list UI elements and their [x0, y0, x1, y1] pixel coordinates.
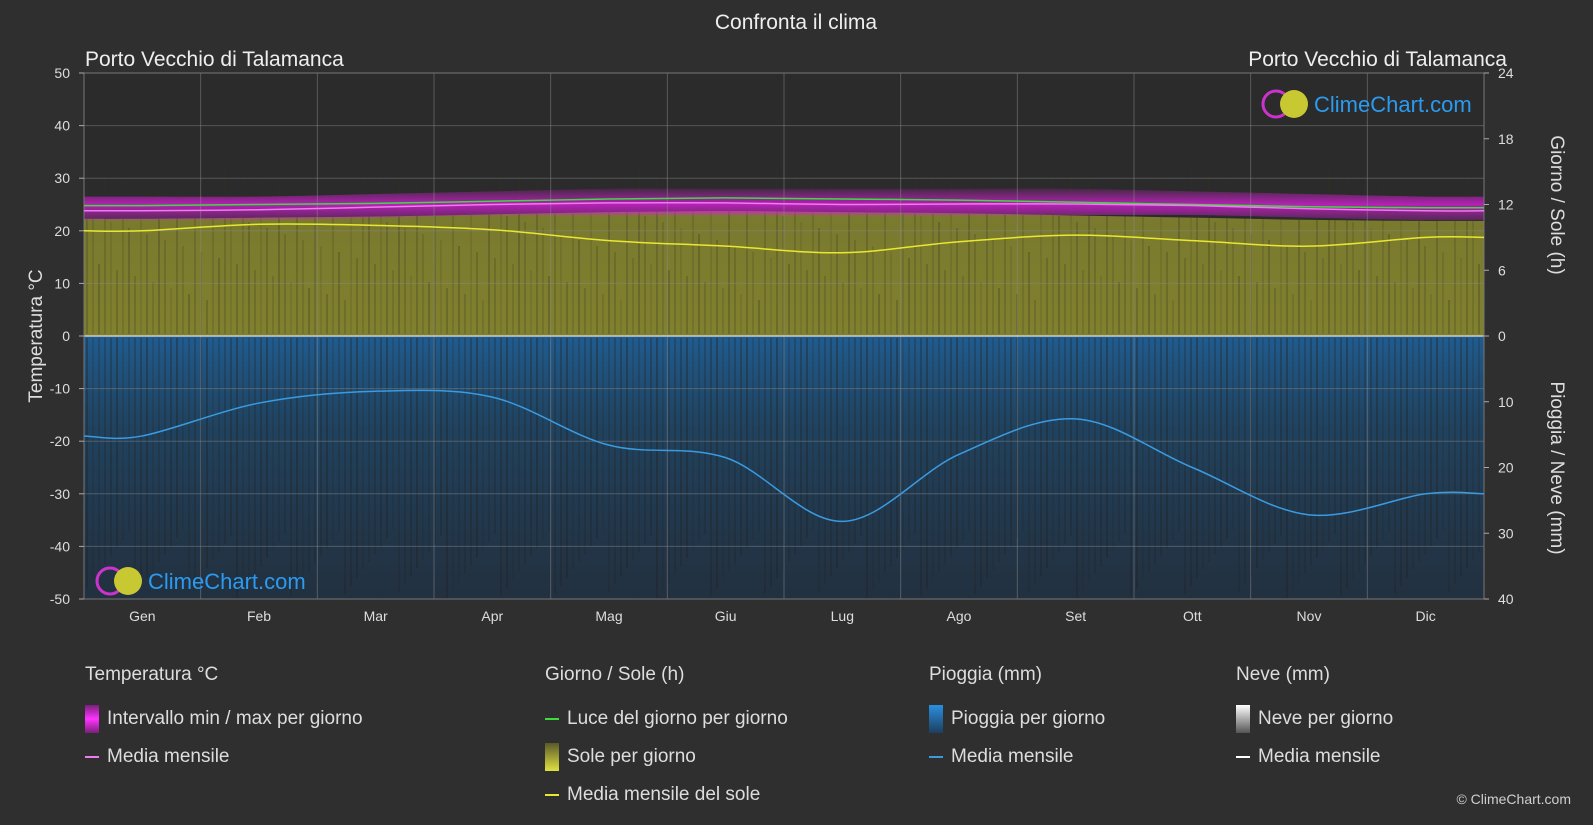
watermark-text: ClimeChart.com — [148, 569, 306, 594]
y-tick-label-left: -10 — [50, 381, 70, 397]
watermark-text: ClimeChart.com — [1314, 92, 1472, 117]
sun-mean-swatch — [545, 794, 559, 796]
legend-sun: Giorno / Sole (h) Luce del giorno per gi… — [545, 664, 788, 814]
x-tick-label-month: Ago — [947, 608, 972, 624]
plot-area: 50 40 30 20 10 0 -10 -20 -30 -40 -50 24 18 12 6 0 10 20 30… — [50, 65, 1514, 624]
watermark-top: ClimeChart.com — [1261, 89, 1472, 119]
rain-mean-line — [83, 389, 1485, 523]
x-tick-label-month: Dic — [1416, 608, 1436, 624]
chart-title: Confronta il clima — [715, 11, 878, 34]
sun-mean-line — [83, 223, 1485, 254]
legend-label: Media mensile — [1258, 746, 1381, 767]
right-axis-label-top: Giorno / Sole (h) — [1546, 135, 1567, 274]
y-tick-label-left: 0 — [62, 328, 70, 344]
y-tick-label-left: -50 — [50, 591, 70, 607]
left-axis-label: Temperatura °C — [26, 269, 47, 402]
location-right: Porto Vecchio di Talamanca — [1248, 48, 1507, 71]
legend-heading: Giorno / Sole (h) — [545, 664, 685, 685]
y-tick-label-left: -40 — [50, 538, 70, 554]
legend-label: Neve per giorno — [1258, 708, 1394, 729]
y-tick-label-left: 10 — [54, 275, 70, 291]
legend-temperature: Temperatura °C Intervallo min / max per … — [85, 664, 363, 776]
x-tick-label-month: Giu — [715, 608, 737, 624]
sun-swatch — [545, 743, 559, 771]
copyright: © ClimeChart.com — [1456, 791, 1571, 807]
y-tick-label-right-hours: 12 — [1498, 197, 1514, 213]
legend-item: Media mensile — [929, 738, 1105, 776]
climate-chart: Confronta il clima Porto Vecchio di Tala… — [26, 11, 1567, 624]
legend-label: Sole per giorno — [567, 746, 696, 767]
temp-range-swatch — [85, 705, 99, 733]
x-tick-label-month: Lug — [831, 608, 854, 624]
y-tick-label-right-hours: 0 — [1498, 328, 1506, 344]
snow-swatch — [1236, 705, 1250, 733]
legend-item: Intervallo min / max per giorno — [85, 700, 363, 738]
right-axis-label-bottom: Pioggia / Neve (mm) — [1546, 381, 1567, 554]
legend-heading: Pioggia (mm) — [929, 664, 1042, 685]
watermark-bottom: ClimeChart.com — [95, 566, 306, 596]
y-tick-label-right-mm: 30 — [1498, 525, 1514, 541]
legend-rain: Pioggia (mm) Pioggia per giorno Media me… — [929, 664, 1105, 776]
x-tick-label-month: Apr — [481, 608, 503, 624]
y-tick-label-left: 50 — [54, 65, 70, 81]
y-tick-label-left: -20 — [50, 433, 70, 449]
x-tick-label-month: Ott — [1183, 608, 1202, 624]
x-tick-label-month: Set — [1065, 608, 1086, 624]
legend-label: Media mensile — [107, 746, 230, 767]
legend-label: Pioggia per giorno — [951, 708, 1106, 729]
rain-swatch — [929, 705, 943, 733]
y-tick-label-right-hours: 24 — [1498, 65, 1514, 81]
legend-item: Media mensile — [85, 738, 363, 776]
legend-item: Pioggia per giorno — [929, 700, 1105, 738]
legend-heading: Temperatura °C — [85, 664, 219, 685]
legend-label: Intervallo min / max per giorno — [107, 708, 363, 729]
y-tick-label-left: -30 — [50, 486, 70, 502]
legend-item: Media mensile del sole — [545, 776, 788, 814]
legend-snow: Neve (mm) Neve per giorno Media mensile — [1236, 664, 1393, 776]
legend-heading: Neve (mm) — [1236, 664, 1330, 685]
snow-mean-swatch — [1236, 756, 1250, 758]
legend-label: Luce del giorno per giorno — [567, 708, 788, 729]
legend-item: Neve per giorno — [1236, 700, 1393, 738]
y-tick-label-right-hours: 18 — [1498, 131, 1514, 147]
logo-sun-icon — [1280, 90, 1308, 118]
y-tick-label-left: 20 — [54, 223, 70, 239]
temp-mean-line — [83, 201, 1485, 212]
x-tick-label-month: Gen — [129, 608, 155, 624]
temp-mean-swatch — [85, 756, 99, 758]
legend-label: Media mensile — [951, 746, 1074, 767]
legend-item: Sole per giorno — [545, 738, 788, 776]
legend-label: Media mensile del sole — [567, 784, 761, 805]
daylight-swatch — [545, 718, 559, 720]
x-tick-label-month: Mag — [595, 608, 622, 624]
y-tick-label-left: 40 — [54, 118, 70, 134]
y-tick-label-right-mm: 20 — [1498, 460, 1514, 476]
x-tick-label-month: Mar — [364, 608, 388, 624]
location-left: Porto Vecchio di Talamanca — [85, 48, 344, 71]
legend-item: Media mensile — [1236, 738, 1393, 776]
y-tick-label-left: 30 — [54, 170, 70, 186]
rain-mean-swatch — [929, 756, 943, 758]
legend-item: Luce del giorno per giorno — [545, 700, 788, 738]
daylight-line — [83, 197, 1485, 209]
x-tick-label-month: Nov — [1297, 608, 1322, 624]
y-tick-label-right-hours: 6 — [1498, 262, 1506, 278]
x-tick-label-month: Feb — [247, 608, 271, 624]
y-tick-label-right-mm: 10 — [1498, 394, 1514, 410]
logo-sun-icon — [114, 567, 142, 595]
y-tick-label-right-mm: 40 — [1498, 591, 1514, 607]
